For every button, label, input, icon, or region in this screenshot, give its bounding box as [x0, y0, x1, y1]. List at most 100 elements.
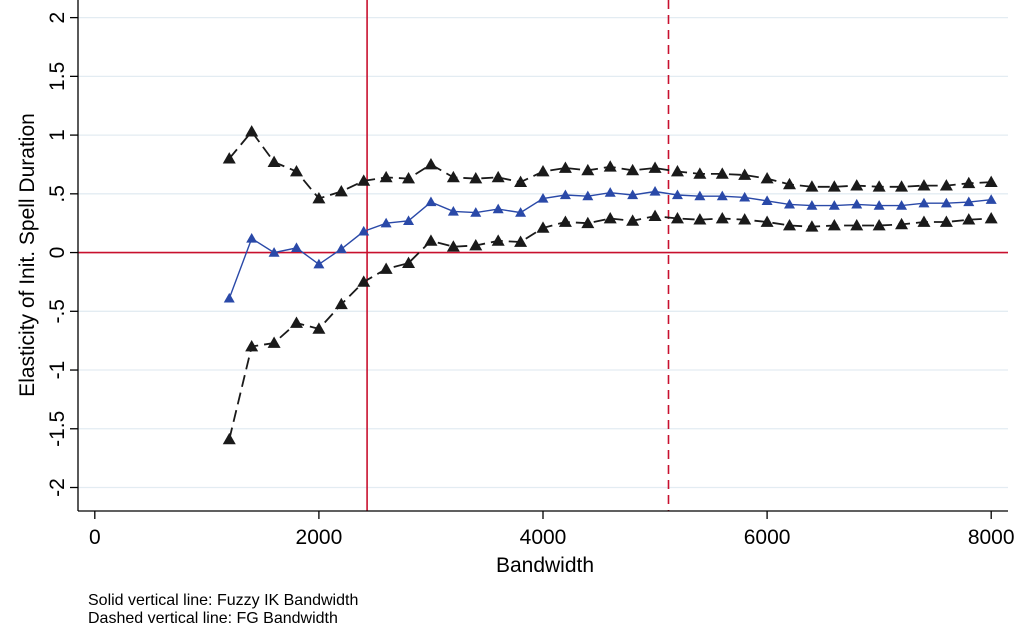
data-point [245, 125, 259, 137]
data-point [985, 194, 997, 204]
data-point [984, 175, 998, 187]
data-point [358, 225, 370, 236]
data-point [559, 189, 571, 200]
data-point [492, 203, 504, 214]
y-tick-label: -1.5 [46, 411, 69, 447]
data-point [760, 172, 774, 184]
data-point [603, 160, 617, 172]
data-point [290, 242, 302, 252]
y-tick-label: 2 [46, 12, 69, 24]
data-point [738, 168, 752, 180]
data-point [267, 336, 281, 348]
data-point [693, 213, 707, 225]
data-point [827, 180, 841, 192]
data-point [267, 155, 281, 167]
data-point [827, 219, 841, 231]
y-tick-label: 1.5 [46, 62, 69, 91]
data-point [222, 432, 236, 445]
y-axis-label: Elasticity of Init. Spell Duration [16, 113, 39, 397]
data-point [918, 197, 930, 208]
data-point [222, 152, 236, 164]
data-point [784, 198, 796, 209]
data-point [536, 221, 550, 233]
data-point [895, 180, 909, 192]
data-point [828, 200, 840, 210]
series-line-2 [228, 215, 992, 440]
data-point [670, 165, 684, 177]
data-point [469, 239, 483, 251]
data-point [446, 170, 460, 183]
data-point [425, 196, 437, 207]
data-point [515, 207, 527, 217]
data-point [739, 191, 751, 202]
data-point [715, 167, 729, 179]
y-tick-label: .5 [46, 185, 69, 203]
data-point [873, 200, 885, 210]
data-point [962, 213, 976, 225]
data-point [850, 219, 864, 231]
y-tick-label: -.5 [46, 299, 69, 324]
data-point [626, 163, 640, 176]
data-point [312, 322, 326, 334]
data-point [896, 200, 908, 210]
data-point [715, 211, 729, 224]
data-point [402, 172, 416, 184]
data-point [380, 217, 392, 228]
data-point [603, 211, 617, 224]
data-point [940, 197, 952, 208]
y-tick-label: -2 [46, 478, 69, 497]
data-point [962, 176, 976, 189]
data-point [783, 177, 797, 190]
y-tick-label: 1 [46, 129, 69, 141]
data-point [246, 232, 258, 243]
chart: 0 2000 4000 6000 8000 -2 -1.5 -1 -.5 0 .5 1 1.5 2 Ban… [16, 0, 1015, 577]
data-point [895, 217, 909, 230]
data-point [536, 165, 550, 177]
data-point [917, 215, 931, 227]
data-point [581, 216, 595, 229]
data-point [582, 190, 594, 201]
data-point [984, 211, 998, 224]
data-point [805, 180, 819, 192]
note-dashed-line: Dashed vertical line: FG Bandwidth [88, 610, 338, 627]
data-point [604, 187, 616, 197]
data-point [245, 340, 259, 352]
data-point [806, 200, 818, 210]
x-axis-label: Bandwidth [496, 554, 594, 577]
data-point [313, 258, 325, 269]
data-point [357, 275, 371, 287]
data-point [761, 195, 773, 206]
data-point [850, 179, 864, 191]
data-point [805, 220, 819, 232]
data-point [424, 157, 438, 170]
data-point [558, 161, 572, 173]
x-tick-label: 4000 [520, 526, 567, 549]
data-point [627, 189, 639, 200]
data-point [491, 234, 505, 246]
data-point [558, 215, 572, 227]
data-point [402, 256, 416, 269]
data-point [289, 165, 303, 177]
ticks: 0 2000 4000 6000 8000 -2 -1.5 -1 -.5 0 .5 1 1.5 2 [46, 12, 1015, 549]
data-point [357, 174, 371, 186]
data-point [446, 240, 460, 252]
data-point [335, 243, 347, 254]
data-point [491, 170, 505, 183]
data-point [469, 172, 483, 184]
data-point [694, 190, 706, 201]
data-point [470, 207, 482, 217]
data-point [648, 161, 662, 173]
y-tick-label: 0 [46, 247, 69, 259]
series-group [222, 125, 998, 445]
data-point [514, 235, 528, 247]
data-point [649, 185, 661, 196]
data-point [917, 179, 931, 191]
data-point [424, 234, 438, 246]
data-point [939, 215, 953, 227]
data-point [312, 192, 326, 204]
data-point [760, 215, 774, 227]
data-point [223, 292, 235, 303]
data-point [693, 167, 707, 179]
data-point [379, 170, 393, 183]
note-solid-line: Solid vertical line: Fuzzy IK Bandwidth [88, 592, 359, 609]
